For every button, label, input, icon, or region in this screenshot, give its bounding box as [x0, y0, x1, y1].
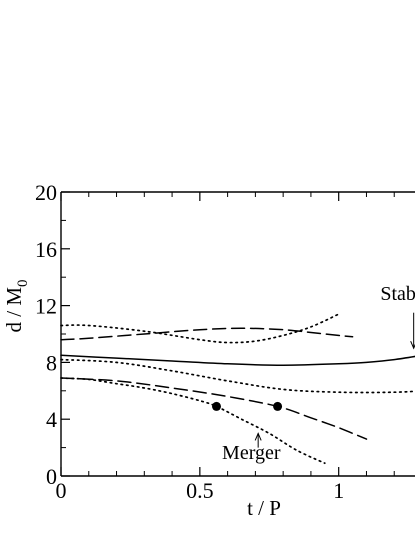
y-tick-label: 0	[46, 464, 57, 489]
x-tick-label: 0	[56, 478, 67, 503]
axes: 0 0.5 1 0 4 8 12 16 20	[35, 180, 415, 503]
y-tick-label: 12	[35, 294, 57, 319]
x-tick-label: 0.5	[186, 478, 214, 503]
y-tick-label: 16	[35, 237, 57, 262]
series-line-3	[60, 313, 340, 344]
y-axis-title: d / M0	[2, 279, 31, 332]
series-line-6	[60, 377, 326, 465]
data-point-marker	[273, 401, 283, 411]
series-line-5	[60, 377, 368, 440]
series-line-1	[60, 354, 415, 366]
annotation-label: Stabl	[380, 283, 415, 305]
annotation-group: Stabl Merger	[222, 283, 415, 464]
x-tick-label: 1	[333, 478, 344, 503]
x-axis-title: t / P	[247, 496, 281, 520]
svg-text:d / M0: d / M0	[2, 279, 31, 332]
data-point-marker	[212, 401, 222, 411]
y-axis-title-main: d / M	[2, 287, 26, 333]
series-line-2	[60, 358, 415, 394]
y-tick-label: 20	[35, 180, 57, 205]
annotation-arrow-head	[254, 432, 262, 441]
y-axis-title-sub: 0	[15, 279, 31, 287]
y-tick-label: 8	[46, 350, 57, 375]
series-group	[60, 313, 415, 465]
series-line-4	[60, 327, 354, 341]
annotation-arrow-head	[410, 341, 415, 350]
marker-group	[212, 401, 283, 411]
annotation-label: Merger	[222, 442, 281, 464]
y-tick-label: 4	[46, 407, 57, 432]
